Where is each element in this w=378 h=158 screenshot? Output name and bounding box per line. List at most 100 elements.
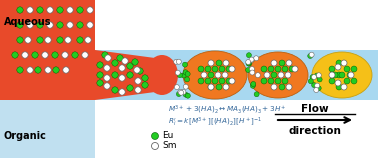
Circle shape (152, 143, 158, 149)
Circle shape (85, 37, 91, 43)
Circle shape (105, 55, 111, 61)
Circle shape (344, 78, 350, 84)
Text: $M^{3+} + 3(HA)_2 \leftrightarrow MA_3(HA)_3 + 3H^+$: $M^{3+} + 3(HA)_2 \leftrightarrow MA_3(H… (168, 104, 287, 116)
Circle shape (317, 77, 322, 82)
Circle shape (205, 66, 211, 72)
Circle shape (215, 72, 221, 78)
Circle shape (336, 84, 342, 90)
Circle shape (351, 66, 357, 72)
Text: Sm: Sm (162, 142, 177, 151)
Circle shape (22, 52, 28, 58)
Circle shape (87, 7, 93, 13)
Circle shape (208, 72, 214, 78)
Circle shape (37, 37, 43, 43)
Circle shape (176, 59, 181, 64)
Circle shape (63, 67, 69, 73)
Circle shape (174, 59, 179, 64)
Circle shape (264, 72, 270, 78)
Circle shape (97, 62, 103, 68)
Circle shape (181, 89, 186, 94)
Circle shape (152, 133, 158, 140)
Circle shape (249, 67, 254, 71)
Circle shape (185, 71, 190, 76)
Circle shape (127, 85, 133, 91)
Circle shape (117, 55, 123, 61)
Circle shape (216, 60, 222, 66)
Circle shape (279, 60, 285, 66)
Circle shape (183, 92, 188, 97)
Circle shape (17, 7, 23, 13)
Circle shape (177, 73, 183, 78)
Circle shape (57, 7, 63, 13)
Bar (95, 50, 378, 100)
Circle shape (226, 78, 232, 84)
Circle shape (104, 65, 110, 71)
Circle shape (32, 52, 38, 58)
Ellipse shape (146, 55, 178, 95)
Circle shape (45, 37, 51, 43)
Circle shape (27, 67, 33, 73)
Circle shape (142, 82, 148, 88)
Circle shape (184, 77, 190, 82)
Circle shape (177, 91, 181, 97)
Circle shape (329, 78, 335, 84)
Circle shape (311, 83, 317, 88)
Circle shape (174, 85, 180, 90)
Circle shape (112, 72, 118, 78)
Circle shape (72, 52, 78, 58)
Circle shape (292, 66, 298, 72)
Text: Organic: Organic (4, 131, 47, 141)
Bar (0, 100, 95, 158)
Circle shape (132, 59, 138, 65)
Circle shape (112, 87, 118, 93)
Circle shape (251, 82, 256, 87)
Circle shape (208, 84, 214, 90)
Circle shape (311, 75, 316, 79)
Circle shape (316, 73, 321, 78)
Circle shape (25, 37, 31, 43)
Circle shape (212, 78, 218, 84)
Circle shape (310, 75, 315, 80)
Circle shape (309, 52, 314, 57)
Circle shape (47, 22, 53, 28)
Circle shape (42, 52, 48, 58)
Circle shape (261, 78, 267, 84)
Circle shape (112, 60, 118, 66)
Text: Flow: Flow (301, 104, 329, 114)
Circle shape (212, 66, 218, 72)
Circle shape (329, 66, 335, 72)
Circle shape (254, 92, 259, 97)
Circle shape (183, 70, 188, 75)
Circle shape (27, 22, 33, 28)
Ellipse shape (312, 52, 372, 98)
Circle shape (351, 78, 357, 84)
Circle shape (185, 93, 191, 98)
Circle shape (339, 72, 345, 78)
Circle shape (314, 73, 319, 78)
Circle shape (142, 75, 148, 81)
Polygon shape (0, 50, 170, 100)
Circle shape (222, 72, 228, 78)
Circle shape (119, 75, 125, 81)
Circle shape (229, 78, 235, 84)
Circle shape (53, 67, 59, 73)
Circle shape (183, 62, 187, 67)
Circle shape (216, 84, 222, 90)
Circle shape (246, 61, 251, 66)
Ellipse shape (248, 52, 308, 98)
Circle shape (250, 83, 255, 88)
Circle shape (104, 83, 110, 89)
Circle shape (181, 73, 186, 78)
Circle shape (271, 60, 277, 66)
Circle shape (52, 52, 58, 58)
Circle shape (67, 7, 73, 13)
Circle shape (275, 78, 281, 84)
Circle shape (119, 65, 125, 71)
Circle shape (77, 7, 83, 13)
Circle shape (178, 89, 183, 94)
Circle shape (316, 86, 321, 91)
Circle shape (332, 72, 338, 78)
Circle shape (137, 68, 143, 74)
Circle shape (282, 78, 288, 84)
Circle shape (335, 80, 341, 86)
